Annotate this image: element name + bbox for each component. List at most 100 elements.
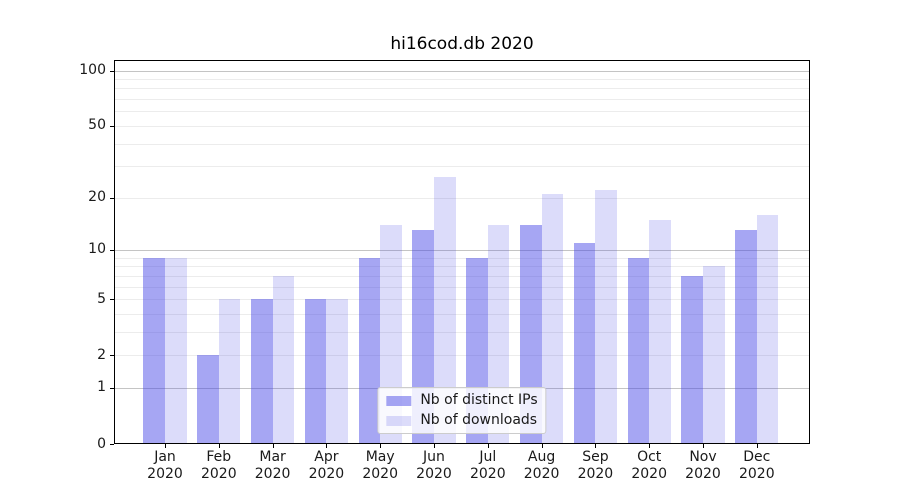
- gridline-minor: [114, 143, 810, 145]
- bar-distinct-ips-dec: [735, 230, 757, 444]
- x-tick-label-nov: Nov 2020: [685, 449, 721, 482]
- spine-top: [114, 60, 810, 61]
- x-tick-mark: [434, 444, 435, 448]
- x-tick-year: 2020: [362, 465, 399, 482]
- x-tick-month: Aug: [527, 449, 556, 465]
- x-tick-label-aug: Aug 2020: [524, 449, 560, 482]
- x-tick-month: Jan: [154, 449, 176, 465]
- bar-distinct-ips-mar: [251, 299, 273, 444]
- plot-area: Nb of distinct IPs Nb of downloads: [114, 60, 810, 444]
- x-tick-year: 2020: [738, 465, 775, 482]
- spine-right: [809, 60, 810, 444]
- gridline-minor: [114, 99, 810, 100]
- x-tick-year: 2020: [523, 465, 560, 482]
- bar-distinct-ips-jan: [143, 257, 165, 444]
- bar-downloads-aug: [541, 193, 564, 444]
- gridline-minor: [114, 111, 810, 113]
- x-tick-mark: [218, 444, 220, 448]
- axes-frame: [114, 60, 810, 444]
- gridline-minor: [114, 299, 810, 300]
- bar-downloads-oct: [649, 219, 671, 444]
- x-tick-label-feb: Feb 2020: [201, 449, 237, 482]
- bar-distinct-ips-nov: [681, 275, 703, 444]
- gridline-minor: [114, 275, 810, 277]
- x-tick-year: 2020: [469, 465, 506, 482]
- bar-downloads-jan: [165, 257, 187, 444]
- bar-downloads-sep: [595, 190, 617, 444]
- x-tick-month: Mar: [259, 449, 286, 465]
- x-tick-label-dec: Dec 2020: [739, 449, 775, 482]
- x-tick-year: 2020: [147, 465, 183, 482]
- x-tick-month: Feb: [206, 449, 232, 465]
- chart-title: hi16cod.db 2020: [390, 34, 534, 54]
- x-tick-month: Nov: [689, 449, 717, 465]
- y-tick-label: 5: [97, 290, 106, 307]
- x-tick-label-oct: Oct 2020: [631, 449, 667, 482]
- gridline-minor: [114, 266, 810, 268]
- x-tick-mark: [756, 444, 758, 448]
- x-tick-mark: [272, 444, 274, 448]
- bar-distinct-ips-sep: [573, 242, 596, 444]
- x-tick-label-jan: Jan 2020: [147, 449, 183, 482]
- gridline-minor: [114, 78, 810, 80]
- x-tick-label-apr: Apr 2020: [309, 449, 345, 482]
- gridline-minor: [114, 257, 810, 259]
- legend-label-distinct-ips: Nb of distinct IPs: [420, 392, 538, 408]
- x-tick-month: Oct: [637, 449, 662, 465]
- bar-downloads-jun: [434, 177, 456, 444]
- gridline-minor: [114, 355, 810, 357]
- x-tick-month: Apr: [314, 449, 339, 465]
- x-tick-year: 2020: [577, 465, 614, 482]
- bar-distinct-ips-may: [358, 257, 381, 444]
- x-tick-mark: [380, 444, 382, 448]
- bar-downloads-apr: [326, 299, 348, 444]
- bar-downloads-nov: [703, 266, 725, 444]
- x-tick-mark: [649, 444, 651, 448]
- x-tick-year: 2020: [631, 465, 668, 482]
- gridline-major: [114, 70, 810, 72]
- legend-row-downloads: Nb of downloads: [386, 412, 537, 429]
- y-tick-label: 20: [88, 189, 106, 206]
- x-tick-year: 2020: [308, 465, 345, 482]
- spine-bottom: [114, 443, 810, 444]
- legend-swatch-downloads: [386, 415, 412, 426]
- legend-row-distinct-ips: Nb of distinct IPs: [386, 392, 538, 409]
- legend-swatch-distinct-ips: [386, 395, 412, 406]
- x-tick-year: 2020: [685, 465, 721, 482]
- gridline-minor: [114, 166, 810, 168]
- y-tick-label: 10: [88, 241, 106, 258]
- x-tick-mark: [595, 444, 597, 448]
- gridline-minor: [114, 88, 810, 90]
- x-tick-mark: [703, 444, 704, 448]
- legend: Nb of distinct IPs Nb of downloads: [377, 387, 547, 434]
- x-tick-label-jul: Jul 2020: [470, 449, 506, 482]
- gridline-minor: [114, 331, 810, 333]
- y-tick-label: 50: [88, 117, 106, 134]
- x-tick-label-jun: Jun 2020: [416, 449, 452, 482]
- y-tick-label: 1: [97, 379, 106, 396]
- y-tick-label: 0: [97, 435, 106, 452]
- x-tick-label-sep: Sep 2020: [578, 449, 614, 482]
- gridline-minor: [114, 125, 810, 127]
- x-tick-month: Jun: [423, 449, 445, 465]
- x-tick-year: 2020: [416, 465, 452, 482]
- gridline-minor: [114, 313, 810, 315]
- x-tick-year: 2020: [200, 465, 237, 482]
- bar-downloads-feb: [218, 299, 241, 444]
- x-tick-label-mar: Mar 2020: [255, 449, 291, 482]
- bar-downloads-mar: [272, 275, 295, 444]
- x-tick-month: May: [365, 449, 395, 465]
- y-tick-label: 100: [79, 62, 106, 78]
- x-tick-month: Sep: [582, 449, 609, 465]
- bar-distinct-ips-apr: [304, 299, 327, 444]
- y-tick-mark: [110, 444, 114, 445]
- bar-downloads-dec: [756, 214, 779, 444]
- x-tick-mark: [487, 444, 489, 448]
- gridline-minor: [114, 286, 810, 288]
- x-tick-mark: [541, 444, 543, 448]
- gridline-major: [114, 249, 810, 251]
- spine-left: [114, 60, 115, 444]
- x-tick-label-may: May 2020: [362, 449, 398, 482]
- bar-distinct-ips-oct: [627, 257, 650, 444]
